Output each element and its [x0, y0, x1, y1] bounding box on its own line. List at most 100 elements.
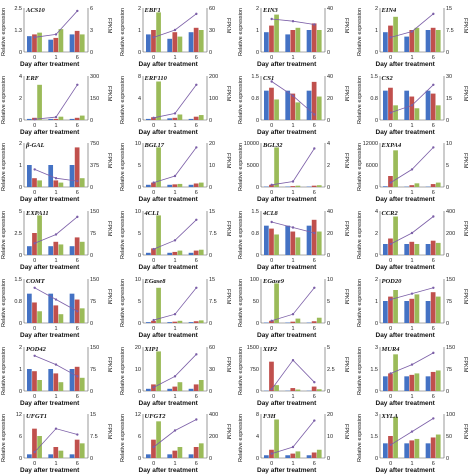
y-axis-title: Relative expression [1, 211, 7, 260]
chart-svg: 0 1 2 0 75 150 0 1 6 [19, 345, 99, 400]
y-axis-title: Relative expression [356, 278, 363, 327]
bar [145, 388, 151, 391]
bar [193, 183, 198, 188]
x-tick-label: 0 [33, 461, 36, 467]
fpkm-point [313, 112, 316, 116]
y-tick-label: 3 [374, 345, 377, 351]
bar [435, 105, 441, 120]
bar [264, 90, 269, 120]
fpkm-point [54, 233, 58, 236]
fpkm-point [151, 385, 155, 389]
y2-tick-label: 4 [327, 141, 330, 147]
bar [79, 115, 85, 120]
bar [414, 27, 419, 52]
y2-tick-label: 0 [90, 253, 93, 259]
bar [58, 381, 64, 391]
gene-name: UFGT2 [144, 413, 166, 421]
x-tick-label: 1 [291, 326, 294, 332]
y2-axis-title: FPKM [106, 85, 112, 101]
chart-panel: 0 5 10 0 7.5 15 0 1 6 EGase8 Relative expression FP… [119, 271, 237, 339]
y2-tick-label: 750 [90, 141, 99, 147]
bar [311, 452, 317, 459]
fpkm-point [33, 286, 36, 289]
bar [48, 454, 54, 459]
bar [37, 180, 42, 188]
bar [166, 185, 172, 188]
bar [425, 375, 430, 391]
x-axis-title: Day after treatment [138, 61, 198, 68]
x-tick-label: 6 [313, 394, 316, 400]
x-tick-label: 6 [194, 394, 197, 400]
y-tick-label: 0 [137, 321, 140, 327]
x-tick-label: 6 [194, 326, 197, 332]
y2-tick-label: 0 [327, 253, 330, 259]
y2-tick-label: 0 [209, 253, 212, 259]
gene-name: CS1 [263, 74, 275, 82]
bar [58, 313, 64, 323]
y-tick-label: 5000 [247, 163, 259, 169]
y2-tick-label: 150 [90, 96, 99, 102]
bar [171, 386, 177, 391]
x-tick-label: 0 [33, 394, 36, 400]
bar [290, 186, 296, 188]
bar [79, 443, 85, 459]
bar [58, 116, 64, 120]
y-tick-label: 3 [374, 412, 377, 418]
bar [198, 114, 204, 120]
x-tick-label: 1 [54, 394, 57, 400]
gene-name: EBF1 [144, 7, 161, 14]
y-tick-label: 6 [19, 434, 22, 440]
x-axis-title: Day after treatment [257, 128, 317, 136]
y2-tick-label: 0 [327, 321, 330, 327]
y2-tick-label: 0 [90, 50, 93, 56]
y-tick-label: 1.3 [14, 28, 22, 34]
fpkm-point [76, 309, 79, 313]
chart-panel: 0 5000 10000 0 2 4 0 1 6 BGL32 Relative expression… [237, 135, 355, 203]
y-axis-title: Relative expression [356, 211, 363, 260]
chart-svg: 0 0.8 1.5 0 20 40 0 1 6 [251, 74, 333, 129]
y2-tick-label: 7.5 [209, 299, 217, 305]
y-tick-label: 6 [137, 434, 140, 440]
bar [408, 298, 414, 323]
fpkm-point [313, 419, 316, 422]
fpkm-point [270, 183, 273, 187]
y-tick-label: 0 [137, 50, 140, 56]
y2-axis-title: FPKM [461, 356, 468, 372]
x-axis-title: Day after treatment [20, 399, 80, 407]
x-axis-title: Day after treatment [20, 61, 80, 68]
bar [171, 184, 177, 188]
fpkm-point [194, 286, 198, 289]
bar [414, 183, 419, 188]
bar [392, 16, 398, 52]
bar [295, 389, 301, 391]
y2-axis-title: FPKM [224, 424, 231, 440]
bar [403, 90, 409, 120]
y2-tick-label: 150 [446, 277, 455, 283]
x-tick-label: 1 [291, 123, 294, 129]
bar [79, 308, 85, 323]
y-axis-title: Relative expression [356, 414, 363, 463]
bar [74, 147, 80, 188]
bar [53, 180, 59, 188]
bar [48, 246, 54, 256]
chart-svg: 0 5 10 0 7.5 15 0 1 6 [134, 209, 216, 264]
bar [285, 90, 291, 120]
fpkm-point [270, 17, 273, 21]
y-tick-label: 750 [250, 367, 259, 373]
bar [387, 372, 393, 391]
bar [414, 372, 419, 391]
y-tick-label: 5 [137, 299, 140, 305]
bar [425, 244, 430, 256]
y2-axis-title: FPKM [343, 424, 349, 440]
y2-tick-label: 100 [446, 412, 455, 418]
bar [290, 321, 296, 323]
chart-panel: 0 6 12 0 200 400 0 1 6 UFGT2 Relative expression FP… [119, 406, 237, 474]
x-tick-label: 0 [33, 190, 36, 196]
fpkm-point [313, 147, 316, 151]
x-tick-label: 0 [152, 258, 155, 264]
y2-tick-label: 0 [446, 50, 449, 56]
x-axis-title: Day after treatment [138, 264, 198, 272]
y-axis-title: Relative expression [238, 278, 244, 327]
y2-tick-label: 10 [327, 434, 333, 440]
